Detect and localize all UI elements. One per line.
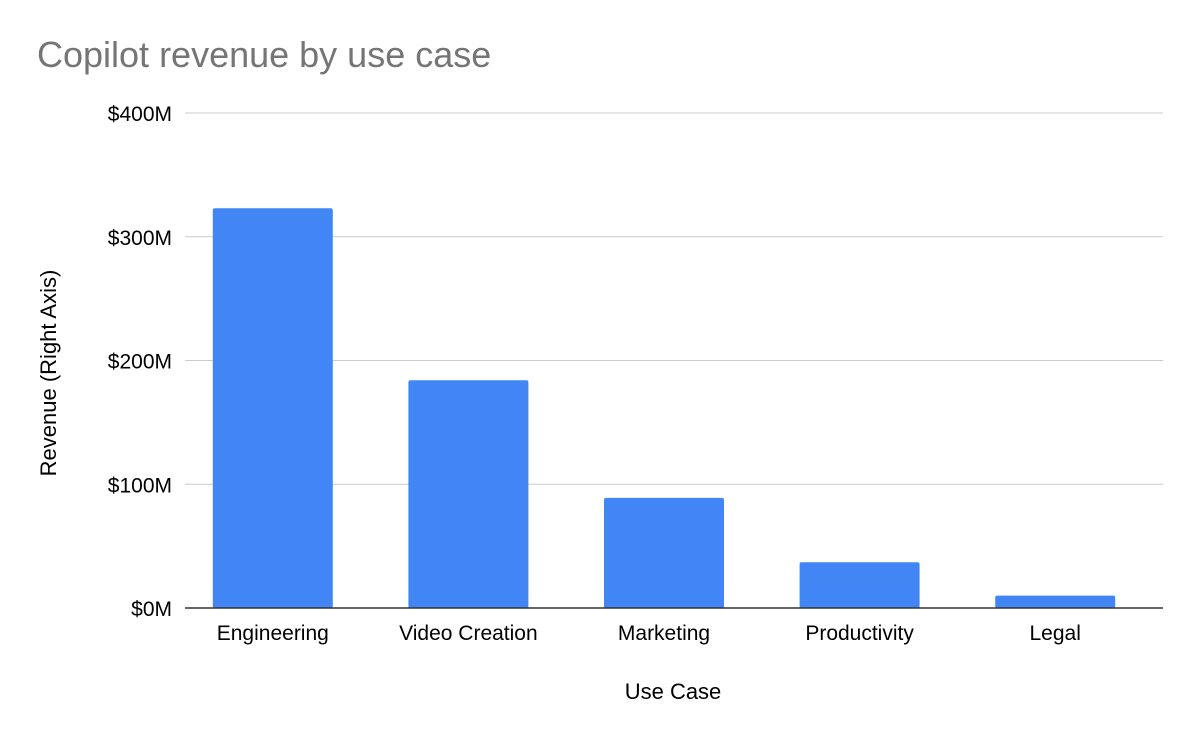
bar-video-creation bbox=[408, 380, 529, 608]
y-axis-ticks: $0M $100M $200M $300M $400M bbox=[108, 103, 172, 621]
bar-marketing bbox=[604, 497, 724, 608]
y-tick-label: $400M bbox=[108, 103, 172, 126]
y-axis-title: Revenue (Right Axis) bbox=[36, 270, 61, 477]
x-tick-label: Video Creation bbox=[399, 622, 538, 645]
y-tick-label: $200M bbox=[108, 351, 172, 374]
x-tick-label: Engineering bbox=[217, 622, 329, 645]
bar-legal bbox=[995, 595, 1116, 608]
bars bbox=[212, 208, 1116, 608]
x-tick-label: Productivity bbox=[805, 622, 914, 645]
x-tick-label: Marketing bbox=[618, 622, 710, 645]
x-tick-label: Legal bbox=[1030, 622, 1081, 645]
gridlines bbox=[185, 112, 1163, 485]
y-tick-label: $0M bbox=[131, 598, 172, 621]
x-axis-title: Use Case bbox=[625, 679, 722, 704]
bar-engineering bbox=[212, 208, 333, 608]
y-tick-label: $100M bbox=[108, 474, 172, 497]
chart-title: Copilot revenue by use case bbox=[37, 34, 491, 75]
y-tick-label: $300M bbox=[108, 227, 172, 250]
x-axis-ticks: Engineering Video Creation Marketing Produc… bbox=[217, 622, 1081, 645]
bar-productivity bbox=[799, 562, 920, 608]
